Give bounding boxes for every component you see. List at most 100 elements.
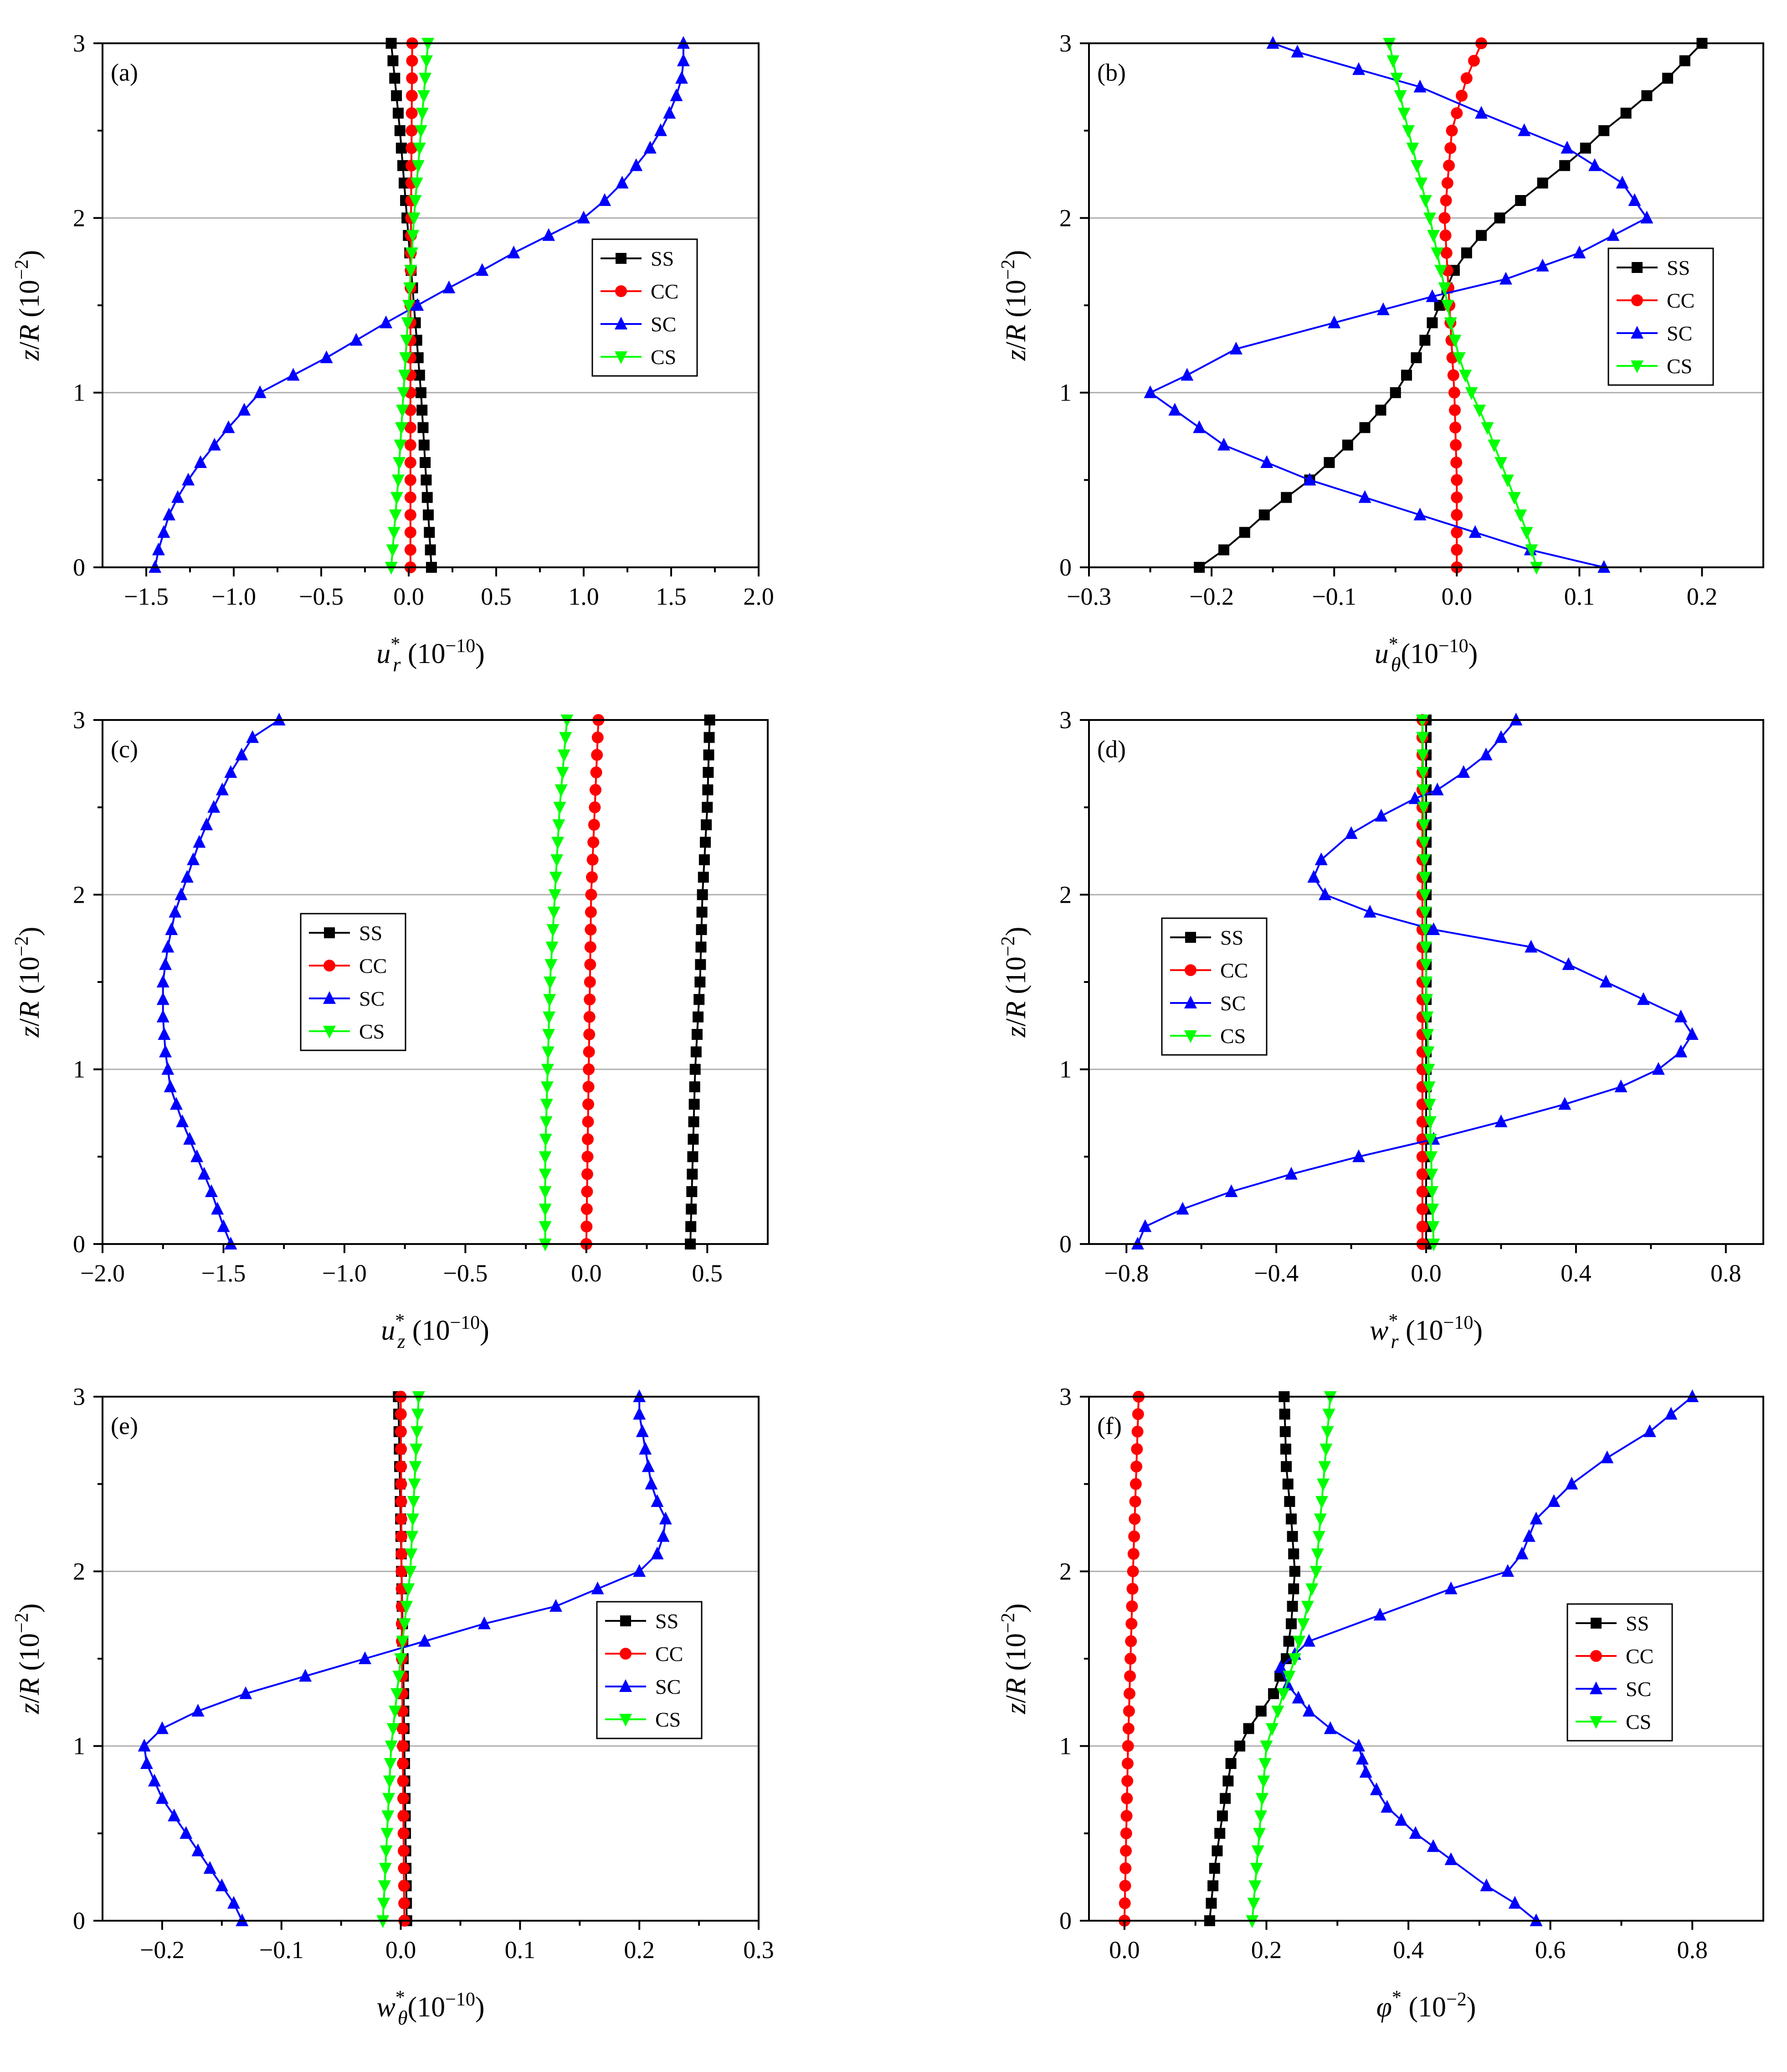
data-point-CC [1126,1583,1139,1595]
data-point-SS [1258,509,1270,520]
data-point-CC [1450,439,1462,451]
data-point-CC [395,1425,407,1438]
data-point-CC [588,819,600,831]
data-point-CS [1417,819,1431,832]
data-point-CS [559,732,572,745]
legend-marker-SS [616,253,626,264]
legend-marker-SC [619,1679,632,1692]
data-point-CC [1119,1862,1132,1874]
x-axis-label: w* θ(10−10) [377,1987,485,2029]
data-point-SS [686,1203,697,1215]
legend-marker-CC [324,960,335,972]
panel-label: (c) [111,735,138,763]
y-tick-label: 3 [73,30,85,57]
chart-panel-d: −0.8 −0.4 0.0 0.4 0.8 0 1 2 3 (d) z/R (10−2) w* r (1… [998,706,1764,1352]
legend-label-SC: SC [359,987,385,1010]
data-point-SS [391,90,402,101]
data-point-SC [1616,175,1629,189]
data-point-SC [1652,1062,1665,1075]
data-point-CS [391,474,405,488]
data-point-SC [1181,368,1194,381]
data-point-CS [390,492,403,505]
legend-box [1566,1603,1673,1742]
data-point-CS [1427,1221,1440,1234]
data-point-CS [382,1793,395,1806]
data-point-CS [1420,977,1433,989]
data-point-SS [690,1046,702,1058]
y-tick-label: 3 [73,706,85,734]
data-point-CS [1253,1828,1266,1841]
data-point-SC [1375,808,1388,822]
data-point-CC [404,422,416,434]
data-point-SC [549,1599,562,1612]
data-point-SS [686,1186,698,1197]
data-point-CC [1441,177,1453,189]
data-point-CS [547,906,560,920]
data-point-CS [1473,405,1486,417]
data-point-CC [1132,1408,1144,1420]
data-point-SC [1614,1080,1628,1092]
data-point-SC [208,437,221,451]
data-point-SC [156,1009,169,1023]
data-point-CS [1248,1880,1262,1893]
data-point-CC [1130,1478,1142,1490]
data-point-SC [190,1149,204,1162]
data-point-CC [396,1722,409,1735]
data-point-SC [183,1132,196,1145]
data-point-SC [478,1616,491,1630]
data-point-CS [1318,1461,1331,1474]
legend-label-CC: CC [1667,289,1695,312]
x-tick-label: 0.1 [505,1936,536,1964]
data-point-CS [414,125,427,138]
data-point-CC [396,1740,409,1752]
legend-label-SC: SC [1220,992,1246,1015]
data-point-SS [421,474,432,486]
data-point-CS [404,265,417,278]
data-point-SC [1345,826,1358,839]
data-point-SC [645,1476,658,1490]
data-point-CS [1422,1081,1436,1094]
data-point-SC [1168,403,1181,416]
y-axis-label: z/R (10−2) [998,927,1032,1038]
data-point-SS [702,802,713,813]
data-point-SS [417,422,429,433]
data-point-CS [1425,1168,1438,1182]
data-point-SS [1515,195,1526,206]
y-tick-label: 0 [1059,1230,1072,1258]
data-point-SC [1328,315,1341,329]
series-line-CS [1388,43,1538,568]
data-point-CS [1424,1151,1438,1164]
data-point-SC [156,992,169,1005]
y-tick-label: 2 [1059,881,1072,908]
y-tick-label: 1 [73,1056,85,1083]
data-point-SC [182,473,195,486]
data-point-CS [410,1444,423,1456]
x-tick-label: −1.0 [211,583,256,610]
legend-label-SC: SC [651,313,676,336]
data-point-CS [1514,509,1527,522]
data-point-CC [1119,1880,1131,1892]
data-point-CS [413,143,426,155]
data-point-SC [1363,905,1376,918]
data-point-SC [222,420,235,433]
x-axis-label: u* θ(10−10) [1375,634,1478,676]
data-point-CS [1427,230,1440,243]
data-point-CS [1305,1583,1319,1596]
data-point-CS [420,55,433,68]
data-point-CC [1439,229,1452,242]
data-point-CC [584,993,596,1006]
data-point-SC [1307,870,1320,883]
data-point-SS [687,1151,698,1162]
legend-marker-SC [615,317,627,329]
x-tick-label: −0.1 [1312,583,1356,610]
data-point-SC [164,1080,177,1092]
data-point-CS [1434,265,1448,278]
data-point-CC [589,801,601,813]
data-point-SS [1280,1444,1291,1455]
legend-marker-CC [615,285,627,297]
data-point-SS [693,1011,704,1023]
data-point-SC [1352,1149,1365,1162]
data-point-CC [1440,195,1452,206]
data-point-SS [420,457,431,468]
data-point-SC [1427,1839,1440,1852]
